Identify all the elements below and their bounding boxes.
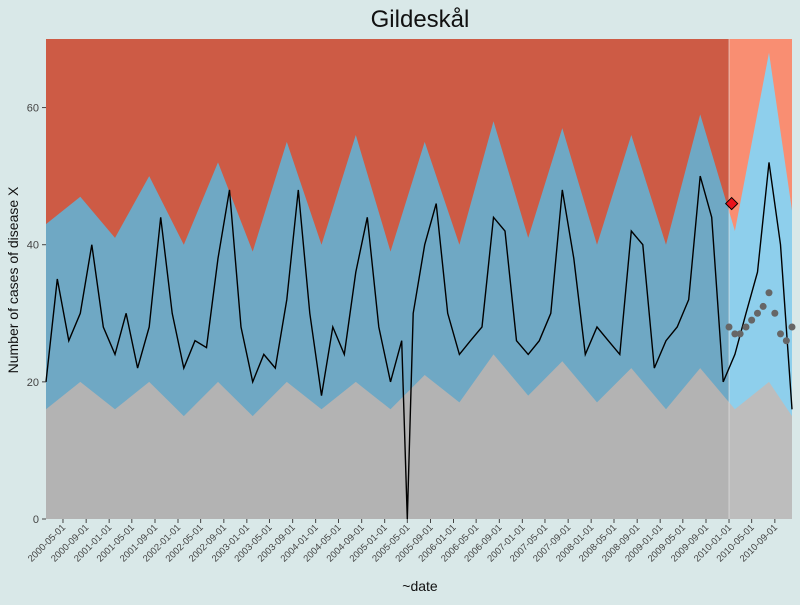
low-risk-zone-prediction: [729, 381, 792, 519]
prediction-point: [771, 309, 779, 317]
prediction-point: [788, 323, 796, 331]
x-axis-label: ~date: [402, 578, 438, 594]
prediction-point: [753, 309, 761, 317]
prediction-point: [776, 330, 784, 338]
y-tick-label: 40: [27, 240, 39, 252]
chart-title: Gildeskål: [371, 6, 470, 33]
prediction-point: [759, 302, 767, 310]
low-risk-zone: [46, 354, 730, 519]
x-axis: 2000-05-012000-09-012001-01-012001-05-01…: [26, 519, 780, 564]
y-axis-label: Number of cases of disease X: [5, 186, 21, 373]
prediction-point: [725, 323, 733, 331]
y-tick-label: 60: [27, 103, 39, 115]
alert-marker: [724, 196, 739, 211]
y-tick-label: 0: [33, 514, 39, 526]
y-tick-label: 20: [27, 377, 39, 389]
y-axis: 0 20 40 60: [27, 103, 46, 526]
observed-cases-line: [45, 162, 793, 520]
plot-area: [45, 39, 796, 520]
prediction-point: [765, 289, 773, 297]
prediction-point: [782, 337, 790, 345]
prediction-point: [736, 330, 744, 338]
prediction-point: [742, 323, 750, 331]
prediction-point: [748, 316, 756, 324]
prediction-point: [731, 330, 739, 338]
